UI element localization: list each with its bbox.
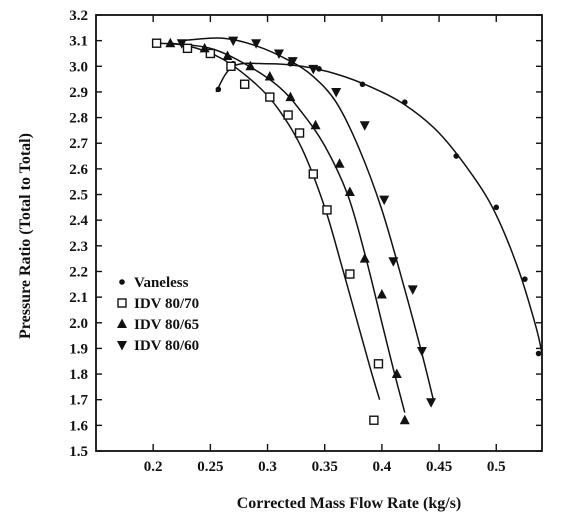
point-idv-80-60 [416,346,427,357]
y-tick-label: 1.6 [69,418,88,434]
y-tick-label: 3.1 [69,34,88,50]
legend-marker-idv-80-70 [117,298,127,308]
point-vaneless [535,350,542,357]
point-idv-80-70 [265,92,275,102]
x-tick-label: 0.45 [426,459,452,475]
fit-curves [158,37,543,413]
curve-idv-80-60 [181,37,435,400]
point-idv-80-60 [407,285,418,295]
y-tick-label: 2.3 [69,239,88,255]
point-vaneless [493,204,500,211]
point-idv-80-70 [226,61,236,71]
legend-marker-idv-80-60 [117,341,127,351]
x-tick-label: 0.5 [487,459,506,475]
point-idv-80-60 [176,39,187,49]
y-axis: 1.5 1.6 1.7 1.8 1.9 2.0 2.1 2.2 2.3 2.4 2.5 2.6 2.7 2… [69,8,542,460]
point-idv-80-70 [322,205,332,215]
point-idv-80-60 [273,49,284,59]
point-idv-80-60 [331,87,342,98]
y-axis-title: Pressure Ratio (Total to Total) [17,133,34,339]
y-tick-label: 2.7 [69,136,88,152]
point-idv-80-65 [165,37,176,48]
y-tick-label: 2.9 [69,85,88,101]
point-idv-80-60 [251,39,262,49]
legend-label-idv-80-70: IDV 80/70 [134,296,199,312]
point-idv-80-70 [308,169,318,179]
legend-marker-idv-80-65 [117,318,127,328]
legend-label-vaneless: Vaneless [134,275,189,291]
point-idv-80-70 [283,110,293,120]
legend-marker-vaneless [119,279,125,285]
x-axis: 0.2 0.25 0.3 0.35 0.4 0.45 0.5 [144,15,506,475]
x-tick-label: 0.3 [258,459,277,475]
y-tick-label: 3.2 [69,8,88,24]
point-idv-80-60 [379,195,390,206]
point-idv-80-70 [369,415,379,425]
point-idv-80-60 [426,398,437,408]
plot-frame [95,14,543,452]
point-idv-80-70 [151,38,162,48]
point-idv-80-65 [285,91,296,102]
x-tick-label: 0.4 [373,459,392,475]
y-tick-label: 2.1 [69,290,88,306]
point-idv-80-70 [182,43,193,54]
point-idv-80-60 [359,121,370,131]
curve-idv-80-65 [170,42,406,413]
point-vaneless [359,81,366,88]
point-idv-80-65 [310,119,321,130]
legend: Vaneless IDV 80/70 IDV 80/65 IDV 80/60 [117,275,199,354]
point-idv-80-60 [388,257,399,267]
y-tick-label: 1.8 [69,367,88,383]
y-tick-label: 1.5 [69,444,88,460]
legend-label-idv-80-65: IDV 80/65 [134,317,199,333]
y-tick-label: 2.0 [69,316,88,332]
x-tick-label: 0.2 [144,459,163,475]
point-idv-80-65 [376,289,387,299]
y-tick-label: 2.6 [69,162,88,178]
legend-label-idv-80-60: IDV 80/60 [134,338,199,354]
point-vaneless [453,153,460,159]
y-tick-label: 2.2 [69,264,88,280]
y-tick-label: 1.9 [69,341,88,357]
y-tick-label: 2.8 [69,111,88,127]
point-idv-80-70 [373,359,384,369]
point-idv-80-65 [334,158,345,168]
y-tick-label: 3.0 [69,59,88,75]
point-idv-80-65 [222,50,233,61]
point-idv-80-65 [399,414,410,425]
x-axis-title: Corrected Mass Flow Rate (kg/s) [237,495,462,512]
point-idv-80-65 [344,186,355,196]
point-idv-80-65 [245,60,256,71]
data-markers [151,36,542,425]
point-idv-80-70 [239,79,250,89]
point-vaneless [215,86,222,93]
point-idv-80-60 [287,57,298,67]
point-idv-80-70 [345,269,355,279]
point-idv-80-65 [359,253,370,263]
x-tick-label: 0.35 [312,459,338,475]
y-tick-label: 2.5 [69,188,88,204]
x-tick-label: 0.25 [197,459,223,475]
point-idv-80-60 [308,64,319,75]
point-idv-80-65 [391,368,402,379]
y-tick-label: 2.4 [69,213,88,229]
point-idv-80-65 [199,42,210,53]
point-idv-80-70 [205,48,216,59]
point-vaneless [522,276,528,282]
point-idv-80-70 [294,128,305,138]
point-vaneless [316,66,322,72]
y-tick-label: 1.7 [69,393,88,409]
point-idv-80-65 [264,71,275,81]
point-vaneless [401,99,408,105]
point-idv-80-60 [228,36,239,47]
